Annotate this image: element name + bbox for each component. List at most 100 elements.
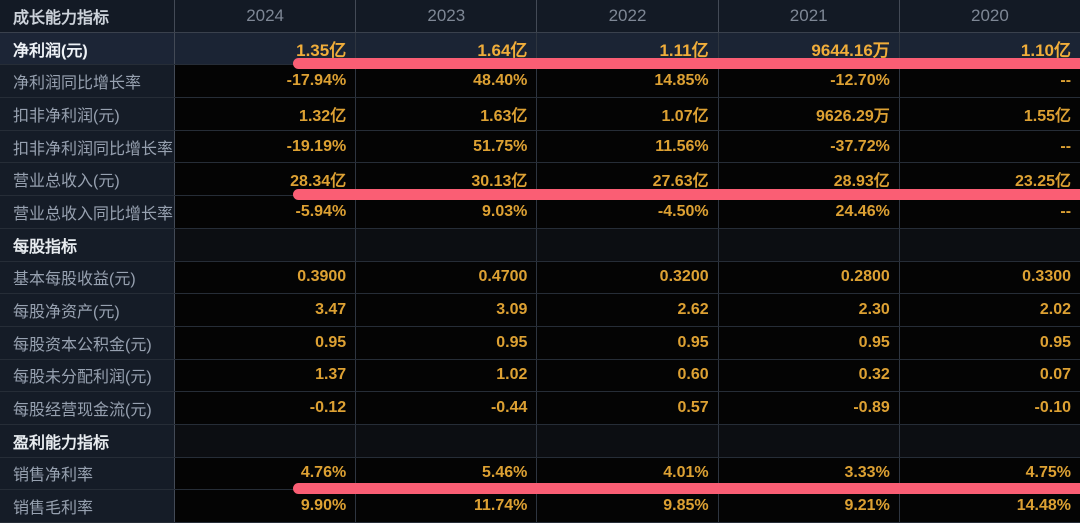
value-cell: 2.30 (718, 294, 900, 326)
value-cell: 9.90% (175, 490, 357, 522)
year-header-2024: 2024 (175, 0, 357, 32)
row-label: 每股经营现金流(元) (0, 392, 175, 424)
table-row[interactable]: 每股未分配利润(元) 1.37 1.02 0.60 0.32 0.07 (0, 359, 1080, 393)
value-cell: -12.70% (718, 65, 900, 98)
value-cell: 0.3900 (175, 261, 357, 294)
row-label: 扣非净利润同比增长率 (0, 130, 175, 163)
table-row[interactable]: 每股净资产(元) 3.47 3.09 2.62 2.30 2.02 (0, 294, 1080, 327)
value-cell: 4.01% (537, 457, 719, 490)
value-cell: 28.93亿 (718, 163, 900, 196)
value-cell (175, 424, 357, 457)
year-header-2023: 2023 (356, 0, 538, 32)
row-label: 营业总收入同比增长率 (0, 196, 175, 228)
value-cell: 0.57 (537, 392, 719, 424)
value-cell: -37.72% (718, 130, 900, 163)
value-cell: 1.07亿 (537, 98, 719, 130)
value-cell: 4.75% (899, 457, 1080, 490)
row-label: 基本每股收益(元) (0, 261, 175, 294)
value-cell: -4.50% (537, 196, 719, 228)
value-cell: 30.13亿 (356, 163, 538, 196)
value-cell: 0.4700 (356, 261, 538, 294)
value-cell: 27.63亿 (537, 163, 719, 196)
value-cell: 11.56% (537, 130, 719, 163)
value-cell: 0.3300 (899, 261, 1080, 294)
value-cell: -- (899, 196, 1080, 228)
value-cell: 9.21% (718, 490, 900, 522)
value-cell: 0.95 (718, 326, 900, 359)
table-row[interactable]: 扣非净利润同比增长率 -19.19% 51.75% 11.56% -37.72% -- (0, 130, 1080, 164)
table-row[interactable]: 销售净利率 4.76% 5.46% 4.01% 3.33% 4.75% (0, 457, 1080, 491)
value-cell: -17.94% (175, 65, 357, 98)
value-cell: 23.25亿 (899, 163, 1080, 196)
header-metric-group-label: 成长能力指标 (0, 0, 175, 32)
value-cell: 0.95 (537, 326, 719, 359)
value-cell: -0.44 (356, 392, 538, 424)
value-cell: 1.02 (356, 359, 538, 392)
value-cell: 1.35亿 (175, 32, 357, 65)
value-cell: 51.75% (356, 130, 538, 163)
section-header-row[interactable]: 每股指标 (0, 228, 1080, 262)
table-row[interactable]: 每股经营现金流(元) -0.12 -0.44 0.57 -0.89 -0.10 (0, 392, 1080, 425)
value-cell: -19.19% (175, 130, 357, 163)
value-cell: 1.37 (175, 359, 357, 392)
value-cell: 0.60 (537, 359, 719, 392)
value-cell: 9644.16万 (718, 32, 900, 65)
table-row[interactable]: 净利润(元) 1.35亿 1.64亿 1.11亿 9644.16万 1.10亿 (0, 32, 1080, 66)
value-cell: 0.32 (718, 359, 900, 392)
value-cell: 1.11亿 (537, 32, 719, 65)
value-cell: 3.33% (718, 457, 900, 490)
value-cell (899, 424, 1080, 457)
row-label: 每股指标 (0, 228, 175, 261)
value-cell (175, 228, 357, 261)
header-row: 成长能力指标 2024 2023 2022 2021 2020 (0, 0, 1080, 33)
value-cell (718, 424, 900, 457)
value-cell: 28.34亿 (175, 163, 357, 196)
table-row[interactable]: 营业总收入同比增长率 -5.94% 9.03% -4.50% 24.46% -- (0, 196, 1080, 229)
value-cell: 4.76% (175, 457, 357, 490)
section-header-row[interactable]: 盈利能力指标 (0, 424, 1080, 458)
value-cell: 3.47 (175, 294, 357, 326)
row-label: 销售净利率 (0, 457, 175, 490)
year-header-2021: 2021 (718, 0, 900, 32)
value-cell: 0.95 (356, 326, 538, 359)
table-row[interactable]: 净利润同比增长率 -17.94% 48.40% 14.85% -12.70% -- (0, 65, 1080, 99)
row-label: 销售毛利率 (0, 490, 175, 522)
value-cell: 11.74% (356, 490, 538, 522)
value-cell: 24.46% (718, 196, 900, 228)
row-label: 每股资本公积金(元) (0, 326, 175, 359)
table-row[interactable]: 扣非净利润(元) 1.32亿 1.63亿 1.07亿 9626.29万 1.55亿 (0, 98, 1080, 131)
value-cell: 9.03% (356, 196, 538, 228)
value-cell (356, 424, 538, 457)
value-cell: 3.09 (356, 294, 538, 326)
value-cell (537, 228, 719, 261)
value-cell: 1.64亿 (356, 32, 538, 65)
row-label: 盈利能力指标 (0, 424, 175, 457)
value-cell: 2.62 (537, 294, 719, 326)
value-cell: -0.12 (175, 392, 357, 424)
value-cell: 1.55亿 (899, 98, 1080, 130)
value-cell (537, 424, 719, 457)
value-cell: 2.02 (899, 294, 1080, 326)
value-cell: 1.32亿 (175, 98, 357, 130)
value-cell: 0.95 (899, 326, 1080, 359)
value-cell: -- (899, 130, 1080, 163)
value-cell: -0.10 (899, 392, 1080, 424)
year-header-2020: 2020 (899, 0, 1080, 32)
value-cell (718, 228, 900, 261)
value-cell: 14.85% (537, 65, 719, 98)
row-label: 每股未分配利润(元) (0, 359, 175, 392)
table-row[interactable]: 每股资本公积金(元) 0.95 0.95 0.95 0.95 0.95 (0, 326, 1080, 360)
value-cell: 0.07 (899, 359, 1080, 392)
value-cell: 1.10亿 (899, 32, 1080, 65)
table-row[interactable]: 销售毛利率 9.90% 11.74% 9.85% 9.21% 14.48% (0, 490, 1080, 523)
value-cell: 0.95 (175, 326, 357, 359)
table-row[interactable]: 基本每股收益(元) 0.3900 0.4700 0.3200 0.2800 0.3300 (0, 261, 1080, 295)
row-label: 净利润同比增长率 (0, 65, 175, 98)
row-label: 净利润(元) (0, 32, 175, 65)
table-row[interactable]: 营业总收入(元) 28.34亿 30.13亿 27.63亿 28.93亿 23.25亿 (0, 163, 1080, 197)
value-cell: 9626.29万 (718, 98, 900, 130)
value-cell (899, 228, 1080, 261)
value-cell: 9.85% (537, 490, 719, 522)
value-cell: 1.63亿 (356, 98, 538, 130)
